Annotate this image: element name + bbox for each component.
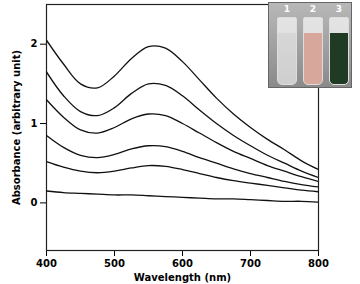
html-text:1: 1 (283, 4, 291, 14)
svg-text:600: 600 (172, 258, 193, 269)
svg-text:700: 700 (240, 258, 261, 269)
svg-text:Absorbance (arbitrary unit): Absorbance (arbitrary unit) (11, 50, 22, 205)
html-text:3: 3 (335, 4, 343, 14)
svg-text:1: 1 (31, 118, 38, 129)
svg-text:2: 2 (31, 38, 38, 49)
svg-text:0: 0 (31, 197, 38, 208)
svg-text:500: 500 (104, 258, 125, 269)
svg-text:400: 400 (36, 258, 57, 269)
html-text:2: 2 (309, 4, 317, 14)
svg-text:Wavelength (nm): Wavelength (nm) (134, 272, 231, 283)
svg-text:800: 800 (308, 258, 329, 269)
